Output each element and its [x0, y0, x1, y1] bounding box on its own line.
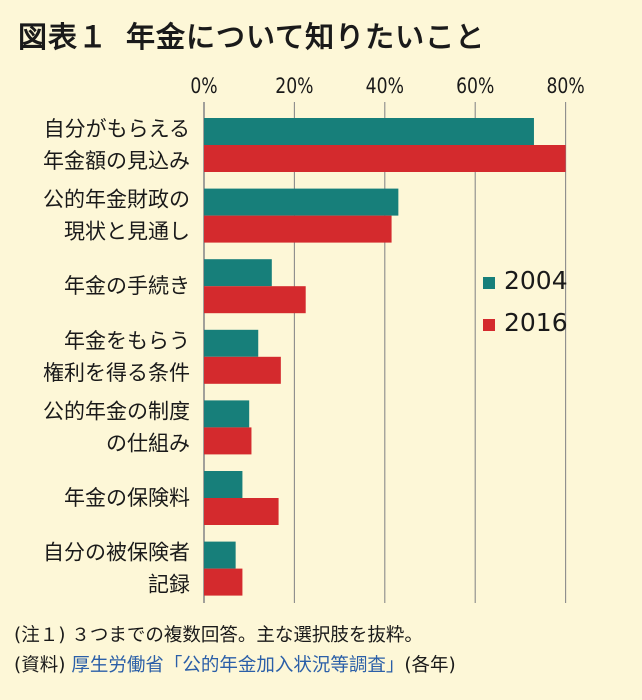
- x-tick-label: 60%: [456, 73, 494, 98]
- source-text: 厚生労働省「公的年金加入状況等調査」: [71, 655, 405, 676]
- category-label: 現状と見通し: [64, 220, 190, 244]
- bar-2016: [204, 215, 392, 243]
- x-tick-label: 0%: [190, 73, 217, 98]
- bar-2004: [204, 259, 272, 287]
- bar-2016: [204, 145, 566, 172]
- bar-2016: [204, 498, 279, 525]
- category-label: 年金額の見込み: [43, 149, 190, 173]
- category-label: 自分の被保険者: [43, 541, 190, 565]
- x-tick-label: 40%: [366, 73, 404, 98]
- category-label: 自分がもらえる: [44, 117, 190, 141]
- source-suffix: (各年): [404, 655, 456, 676]
- category-label: 権利を得る条件: [43, 361, 190, 385]
- legend-swatch-2004: [483, 277, 495, 289]
- footnote-text: ３つまでの複数回答。主な選択肢を抜粋。: [71, 625, 423, 646]
- bar-chart: 0% 20% 40% 60% 80% 自分がもらえる年金額の見込み公的年金財政の現状と見通…: [43, 73, 585, 603]
- legend-swatch-2016: [483, 319, 495, 331]
- bar-2004: [204, 471, 243, 498]
- category-label: 公的年金の制度: [43, 399, 190, 423]
- bar-2004: [204, 400, 250, 428]
- category-label: 年金の保険料: [64, 486, 190, 510]
- category-label: 公的年金財政の: [43, 188, 190, 212]
- source-label: (資料): [14, 655, 66, 676]
- category-label: 年金の手続き: [64, 274, 190, 298]
- chart-title: 図表１ 年金について知りたいこと: [18, 14, 485, 56]
- bar-2004: [204, 188, 399, 216]
- bar-2016: [204, 427, 252, 455]
- figure-title-text: 年金について知りたいこと: [126, 20, 486, 54]
- category-label: の仕組み: [106, 431, 190, 455]
- legend-label-2016: 2016: [504, 308, 568, 337]
- footnote: (注１) ３つまでの複数回答。主な選択肢を抜粋。: [14, 621, 423, 647]
- x-tick-label: 20%: [275, 73, 313, 98]
- footnote-label: (注１): [14, 625, 66, 646]
- x-tick-label: 80%: [546, 73, 584, 98]
- source-note: (資料) 厚生労働省「公的年金加入状況等調査」(各年): [14, 651, 456, 677]
- bar-2016: [204, 356, 281, 384]
- legend-label-2004: 2004: [504, 266, 568, 295]
- category-label: 記録: [148, 573, 190, 597]
- bar-2016: [204, 568, 243, 596]
- category-label: 年金をもらう: [64, 329, 190, 353]
- bar-2016: [204, 286, 306, 314]
- bar-2004: [204, 541, 236, 569]
- figure-number: 図表１: [18, 20, 109, 54]
- bar-2004: [204, 118, 534, 145]
- bar-2004: [204, 329, 259, 357]
